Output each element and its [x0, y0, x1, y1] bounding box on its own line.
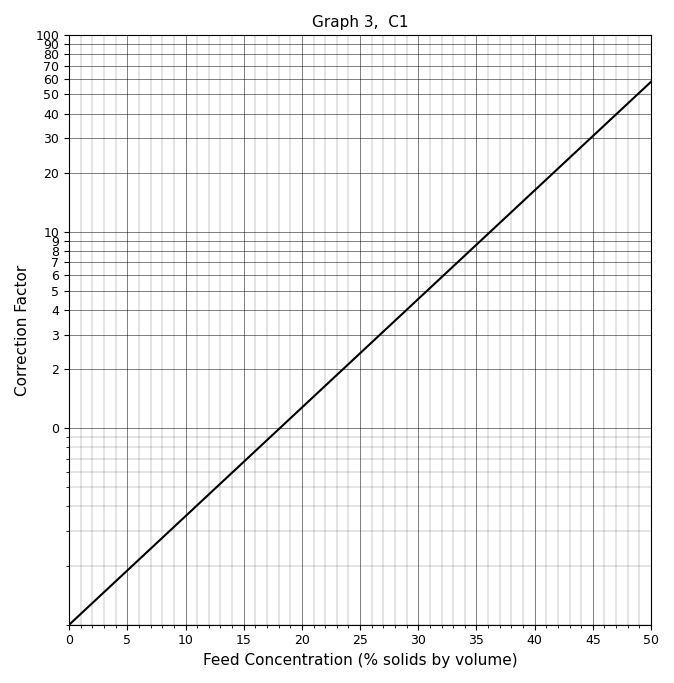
X-axis label: Feed Concentration (% solids by volume): Feed Concentration (% solids by volume) [203, 653, 518, 668]
Title: Graph 3,  C1: Graph 3, C1 [312, 15, 408, 30]
Y-axis label: Correction Factor: Correction Factor [15, 264, 30, 395]
